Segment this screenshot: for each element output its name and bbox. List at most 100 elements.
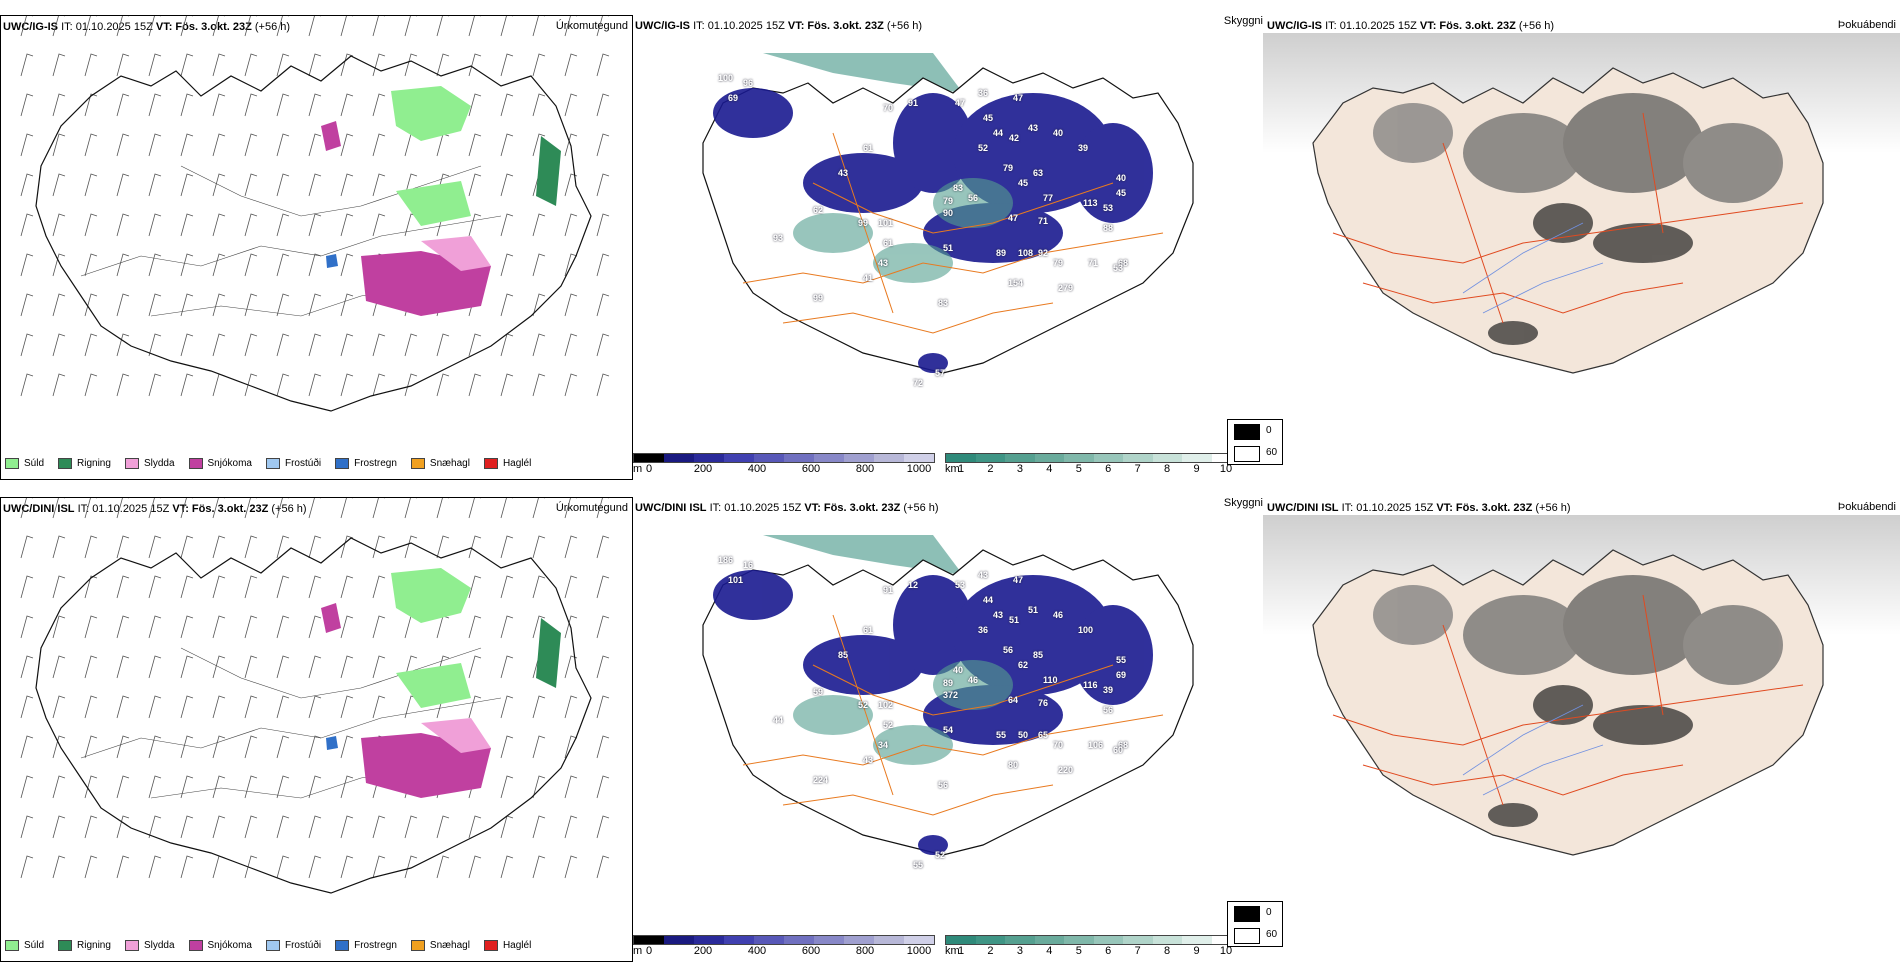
visibility-label: 92 [1038,248,1049,258]
precip-area [391,86,471,141]
visibility-label: 93 [773,233,784,243]
colorbar-tick: 600 [801,945,821,957]
precip-areas [321,568,561,798]
wind-barb [20,173,34,197]
visibility-label: 61 [863,625,874,635]
wind-barb [436,16,449,37]
wind-barb [500,373,514,397]
wind-barb [276,655,290,679]
colorbar-tick: 1000 [906,463,932,475]
wind-barb [276,53,290,77]
wind-barb [148,213,162,237]
visibility-label: 101 [878,218,894,228]
model-name: UWC/IG-IS [3,21,58,33]
legend-label: Snjókoma [207,940,252,951]
wind-barb [84,16,97,37]
visibility-label: 71 [1088,258,1099,268]
valid-time: VT: Fös. 3.okt. 23Z [804,502,901,514]
river-network [1462,704,1604,796]
visibility-label: 61 [863,143,874,153]
wind-barb [436,133,450,157]
visibility-label: 63 [1033,168,1044,178]
precip-legend: Súld Rigning Slydda Snjókoma Frostúði Frostre… [5,458,531,469]
wind-barb [532,16,545,37]
colorbar-segment [664,454,694,462]
wind-barb [116,213,130,237]
wind-barb [404,498,417,519]
wind-barb [84,775,98,799]
visibility-label: 44 [773,715,784,725]
wind-barb [596,695,610,719]
wind-barb [308,535,322,559]
fog-map [1263,515,1900,856]
wind-barb [52,775,66,799]
wind-barb [596,133,610,157]
wind-barb [468,615,482,639]
visibility-label: 68 [1118,258,1129,268]
precip-title: Úrkomutegund [555,502,628,514]
visibility-label: 56 [968,193,979,203]
wind-barb [436,855,450,879]
wind-barb [212,575,226,599]
visibility-label: 44 [983,595,994,605]
visibility-label: 106 [1088,740,1104,750]
model-name: UWC/DINI ISL [635,502,707,514]
precip-area [396,181,471,226]
visibility-label: 83 [938,298,949,308]
visibility-label: 46 [968,675,979,685]
initial-time: IT: 01.10.2025 15Z [77,503,170,515]
wind-barb [276,373,290,397]
wind-barb [308,213,322,237]
visibility-label: 43 [878,258,889,268]
legend-swatch [410,940,425,951]
wind-barb [276,735,290,759]
colorbar-tick: 6 [1105,463,1112,475]
wind-barb [276,293,290,317]
wind-barb [596,615,610,639]
wind-barb [180,735,194,759]
wind-barb [244,775,258,799]
wind-barb [532,133,546,157]
wind-barb [116,16,129,37]
wind-barb [532,535,546,559]
wind-barb [564,213,578,237]
wind-barb [596,775,610,799]
legend-label: Slydda [143,458,175,469]
wind-barb [20,16,33,37]
wind-barb [308,373,322,397]
visibility-label: 88 [1103,223,1114,233]
wind-barb [244,535,258,559]
visibility-label: 53 [1113,263,1124,273]
wind-barb [340,575,354,599]
wind-barb [180,333,194,357]
wind-barb [148,735,162,759]
legend-swatch [58,940,73,951]
wind-barb [52,93,66,117]
wind-barb [20,735,34,759]
visibility-label: 79 [1053,258,1064,268]
colorbar-segment [1182,454,1212,462]
wind-barb [148,695,162,719]
wind-barb [84,615,98,639]
visibility-label: 40 [953,665,964,675]
wind-barb [180,815,194,839]
wind-barb [596,655,610,679]
wind-barb [596,575,610,599]
wind-barb [84,173,98,197]
precip-legend: Súld Rigning Slydda Snjókoma Frostúði Frostre… [5,940,531,951]
precip-area [396,663,471,708]
visibility-label: 53 [955,580,966,590]
valid-time: VT: Fös. 3.okt. 23Z [155,21,252,33]
wind-barb [468,655,482,679]
wind-barb [212,133,226,157]
cloud-panel: UWC/IG-IS IT: 01.10.2025 15Z VT: Fös. 3.… [633,15,1263,480]
visibility-label: 79 [943,196,954,206]
visibility-label: 76 [1038,698,1049,708]
visibility-label: 45 [983,113,994,123]
wind-barb [532,333,546,357]
wind-barb [148,535,162,559]
visibility-label: 64 [1008,695,1019,705]
valid-time: VT: Fös. 3.okt. 23Z [1436,502,1533,514]
wind-barb [340,133,354,157]
fog-scale-top-label: 0 [1266,425,1272,436]
